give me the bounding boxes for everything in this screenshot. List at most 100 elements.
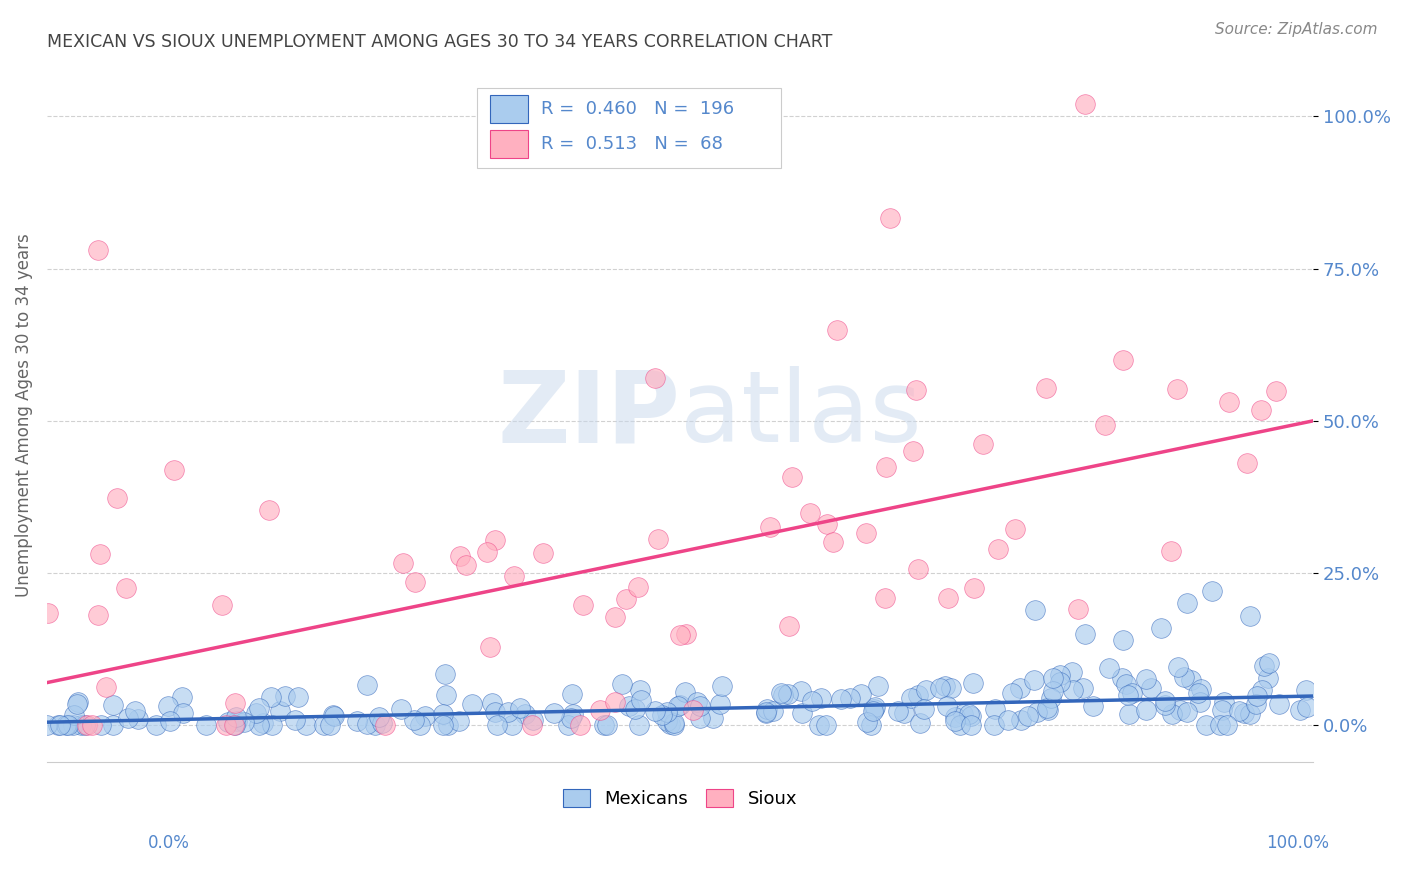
Point — [101, 718, 124, 732]
Point — [1189, 681, 1212, 696]
Point — [1170, 703, 1192, 717]
Point — [1175, 705, 1198, 719]
Point — [592, 717, 614, 731]
Point — [915, 683, 938, 698]
Point — [772, 688, 794, 702]
Point — [432, 718, 454, 732]
Point — [762, 704, 785, 718]
Point — [686, 695, 709, 709]
Point — [1180, 673, 1202, 687]
Point — [37, 606, 59, 620]
Point — [1246, 689, 1268, 703]
Point — [115, 582, 138, 596]
Point — [960, 709, 983, 723]
Text: 100.0%: 100.0% — [1265, 834, 1329, 852]
Point — [815, 718, 838, 732]
Point — [46, 718, 69, 732]
Point — [409, 718, 432, 732]
Point — [596, 718, 619, 732]
Point — [807, 718, 830, 732]
Point — [945, 709, 967, 723]
Point — [55, 718, 77, 732]
Point — [983, 718, 1005, 732]
Point — [962, 676, 984, 690]
FancyBboxPatch shape — [491, 130, 529, 158]
Point — [1035, 381, 1057, 395]
Text: ZIP: ZIP — [498, 367, 681, 463]
Point — [1253, 658, 1275, 673]
Point — [225, 710, 247, 724]
Point — [644, 371, 666, 385]
Point — [449, 714, 471, 728]
Point — [433, 667, 456, 681]
Point — [368, 710, 391, 724]
Point — [501, 718, 523, 732]
Point — [1160, 544, 1182, 558]
Point — [233, 714, 256, 729]
Point — [997, 713, 1019, 727]
Point — [1010, 713, 1032, 727]
Point — [1201, 584, 1223, 599]
Point — [709, 697, 731, 711]
Text: MEXICAN VS SIOUX UNEMPLOYMENT AMONG AGES 30 TO 34 YEARS CORRELATION CHART: MEXICAN VS SIOUX UNEMPLOYMENT AMONG AGES… — [46, 33, 832, 51]
Point — [432, 707, 454, 722]
Point — [589, 703, 612, 717]
Point — [67, 695, 90, 709]
Point — [260, 690, 283, 704]
Point — [1022, 673, 1045, 688]
Point — [893, 706, 915, 720]
Point — [907, 688, 929, 702]
Point — [211, 598, 233, 612]
Point — [371, 715, 394, 730]
Point — [73, 718, 96, 732]
Point — [669, 698, 692, 712]
Point — [1265, 384, 1288, 399]
Point — [560, 711, 582, 725]
Point — [356, 678, 378, 692]
Point — [658, 717, 681, 731]
Point — [1062, 683, 1084, 698]
Point — [35, 718, 58, 732]
Point — [855, 714, 877, 729]
Point — [755, 706, 778, 720]
Point — [755, 705, 778, 719]
Point — [936, 591, 959, 606]
Point — [454, 558, 477, 572]
Point — [655, 714, 678, 728]
Point — [1187, 685, 1209, 699]
Point — [912, 702, 935, 716]
Point — [66, 697, 89, 711]
Point — [1004, 522, 1026, 536]
Point — [644, 704, 666, 718]
Point — [363, 718, 385, 732]
Point — [226, 714, 249, 728]
Legend: Mexicans, Sioux: Mexicans, Sioux — [555, 781, 804, 815]
Point — [1209, 718, 1232, 732]
Point — [1038, 703, 1060, 717]
Point — [630, 692, 652, 706]
Point — [295, 718, 318, 732]
Point — [905, 384, 928, 398]
Point — [322, 707, 344, 722]
Point — [1074, 97, 1097, 112]
Point — [1153, 698, 1175, 712]
Point — [1236, 457, 1258, 471]
Point — [498, 705, 520, 719]
Point — [651, 707, 673, 722]
Point — [984, 702, 1007, 716]
Point — [1118, 706, 1140, 721]
Point — [224, 697, 246, 711]
Point — [569, 718, 592, 732]
Point — [247, 701, 270, 715]
Point — [314, 718, 336, 732]
Point — [1239, 706, 1261, 721]
Point — [572, 598, 595, 612]
Point — [627, 580, 650, 594]
Point — [1154, 694, 1177, 708]
Point — [531, 546, 554, 560]
Point — [1167, 660, 1189, 674]
Point — [879, 211, 901, 226]
Point — [1010, 681, 1032, 695]
Point — [662, 715, 685, 730]
Point — [561, 707, 583, 722]
